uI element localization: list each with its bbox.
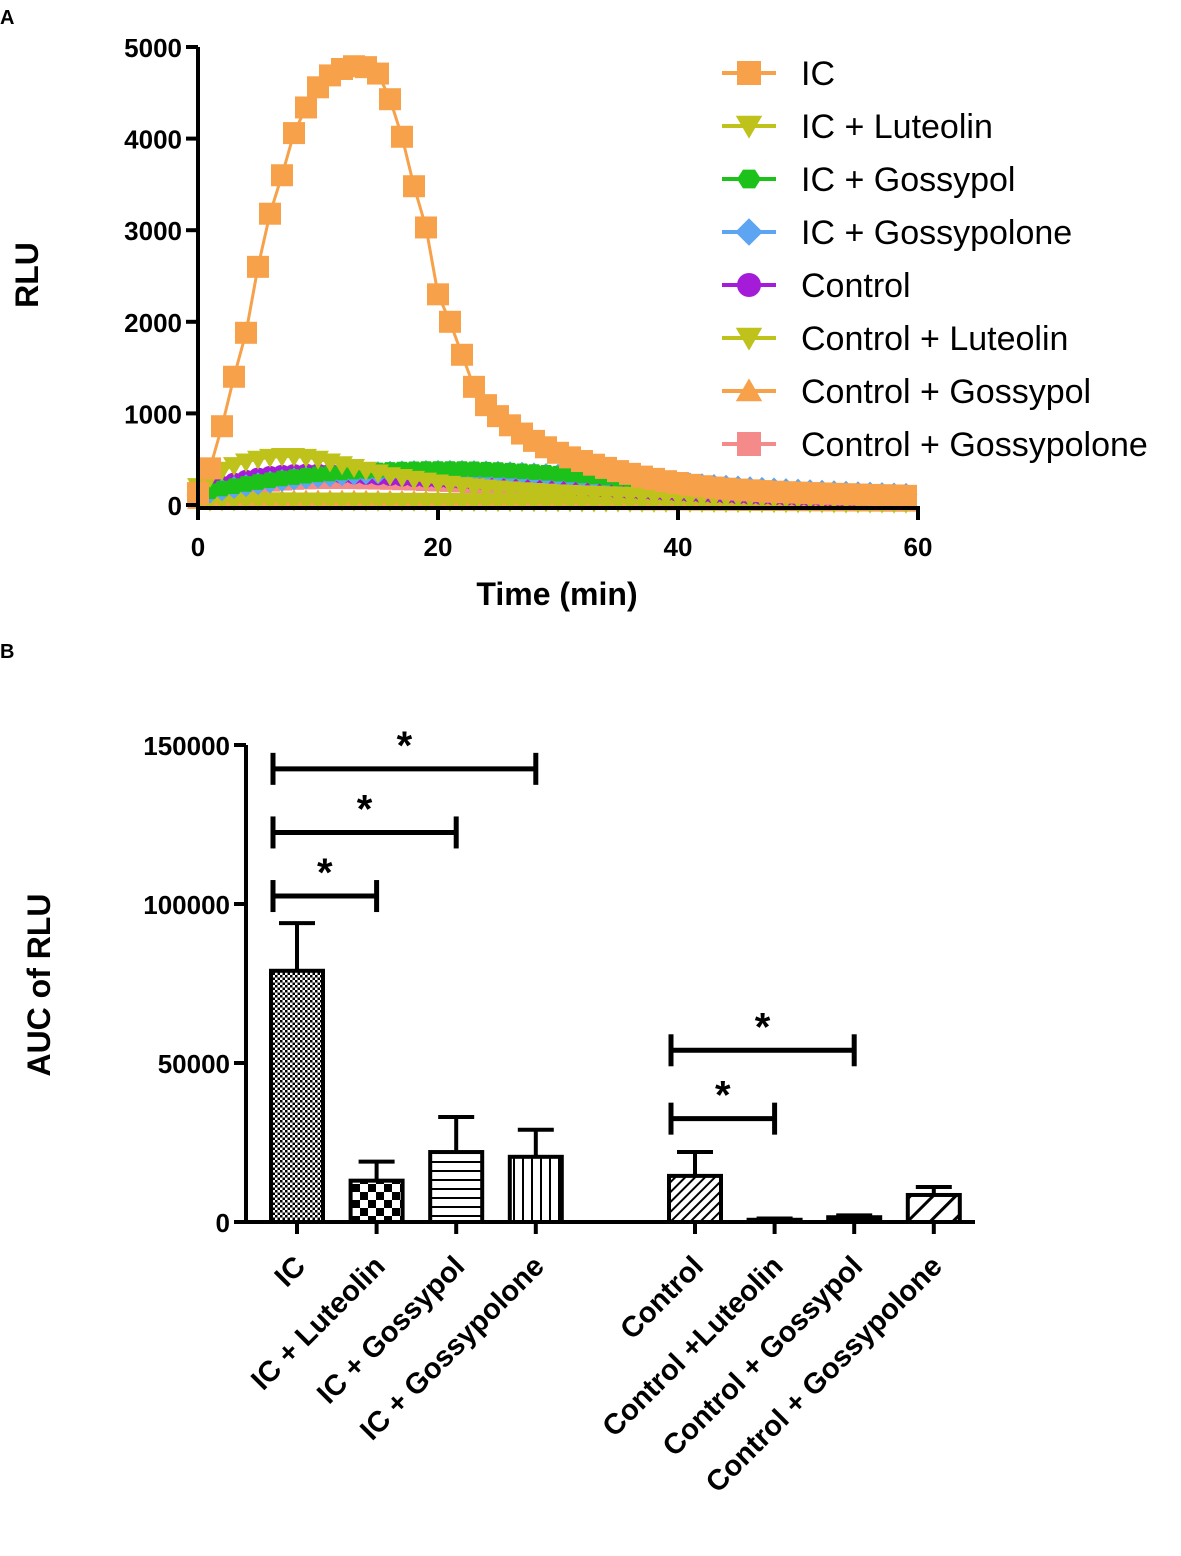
- legend-item: IC + Gossypol: [722, 161, 1015, 199]
- y-tick-label: 0: [168, 491, 182, 521]
- data-point: [463, 375, 485, 398]
- chart-b-ylabel: AUC of RLU: [21, 893, 57, 1076]
- y-tick-label: 50000: [158, 1049, 230, 1079]
- legend-item: IC + Luteolin: [722, 108, 993, 146]
- significance-star: *: [715, 1074, 731, 1118]
- legend-label: Control + Luteolin: [801, 320, 1068, 358]
- significance-star: *: [357, 787, 373, 831]
- x-tick-label: 20: [424, 532, 453, 562]
- panel-a-label: A: [0, 7, 14, 29]
- legend-marker-triangle-down-icon: [735, 115, 763, 139]
- bar: [428, 1150, 485, 1225]
- legend-marker-triangle-up-icon: [735, 378, 763, 402]
- y-tick-label: 3000: [124, 216, 182, 246]
- significance-bracket: *: [270, 724, 539, 785]
- chart-a-legend: IC IC + Luteolin IC + Gossypol IC + Gossypo…: [722, 55, 1148, 464]
- data-point: [283, 122, 305, 145]
- data-point: [247, 255, 269, 278]
- significance-star: *: [755, 1005, 771, 1049]
- data-point: [235, 321, 257, 344]
- legend-label: IC + Luteolin: [801, 108, 993, 146]
- significance-bracket: *: [270, 851, 380, 913]
- data-point: [223, 457, 245, 477]
- bar: [905, 1192, 962, 1224]
- y-tick-label: 100000: [143, 890, 230, 920]
- y-tick-label: 2000: [124, 308, 182, 338]
- legend-label: Control + Gossypol: [801, 373, 1091, 411]
- bar-group: [667, 1150, 723, 1225]
- legend-marker-triangle-down-icon: [735, 327, 763, 351]
- legend-item: Control: [722, 267, 911, 305]
- data-point: [259, 202, 281, 225]
- chart-a-xlabel: Time (min): [476, 576, 637, 612]
- legend-item: IC + Gossypolone: [722, 214, 1072, 252]
- legend-marker-circle-icon: [737, 273, 761, 297]
- legend-item: Control + Luteolin: [722, 320, 1068, 358]
- data-point: [271, 164, 293, 187]
- bar-group: [905, 1185, 962, 1224]
- data-point: [379, 88, 401, 111]
- y-tick-label: 1000: [124, 399, 182, 429]
- significance-star: *: [397, 724, 413, 768]
- legend-item: Control + Gossypolone: [722, 426, 1148, 464]
- data-point: [199, 457, 221, 480]
- category-label: IC: [269, 1250, 312, 1293]
- chart-a-axes: 0 1000 2000 3000 4000 5000 0 20 40 60: [124, 33, 932, 562]
- data-point: [415, 216, 437, 239]
- bar: [269, 968, 325, 1225]
- data-point: [403, 175, 425, 198]
- chart-a-ylabel: RLU: [9, 242, 45, 308]
- legend-marker-hexagon-icon: [737, 169, 761, 189]
- legend-marker-diamond-icon: [735, 218, 763, 246]
- bar-group: [348, 1159, 405, 1225]
- panel-b-label: B: [0, 641, 14, 663]
- legend-marker-square-icon: [737, 432, 761, 456]
- y-tick-label: 150000: [143, 731, 230, 761]
- chart-a: 0 1000 2000 3000 4000 5000 0 20 40 60 IC IC + Lute…: [9, 33, 1148, 612]
- data-point: [295, 96, 317, 119]
- bar-group: [269, 921, 325, 1225]
- significance-bracket: *: [668, 1074, 778, 1135]
- legend-item: Control + Gossypol: [722, 373, 1091, 411]
- y-tick-label: 0: [216, 1208, 230, 1238]
- data-point: [451, 343, 473, 366]
- legend-label: IC: [801, 55, 835, 93]
- y-tick-label: 4000: [124, 125, 182, 155]
- y-tick-label: 5000: [124, 33, 182, 63]
- chart-b-bars-layer: [269, 921, 962, 1225]
- bar: [348, 1178, 405, 1225]
- data-point: [367, 62, 389, 85]
- data-point: [439, 310, 461, 333]
- x-tick-label: 40: [664, 532, 693, 562]
- bar: [667, 1173, 723, 1225]
- x-tick-label: 0: [191, 532, 205, 562]
- bar: [507, 1154, 564, 1225]
- legend-label: IC + Gossypolone: [801, 214, 1072, 252]
- significance-bracket: *: [270, 787, 459, 849]
- chart-b-significance: * * * * *: [270, 724, 857, 1135]
- data-point: [427, 283, 449, 306]
- legend-label: IC + Gossypol: [801, 161, 1015, 199]
- x-tick-label: 60: [904, 532, 933, 562]
- bar-group: [507, 1127, 564, 1225]
- category-label: IC + Luteolin: [245, 1250, 391, 1396]
- data-point: [895, 484, 917, 507]
- legend-item: IC: [722, 55, 835, 93]
- data-point: [223, 365, 245, 388]
- legend-marker-square-icon: [737, 61, 761, 85]
- series-ic: [187, 55, 917, 507]
- legend-label: Control + Gossypolone: [801, 426, 1148, 464]
- significance-star: *: [317, 851, 333, 895]
- significance-bracket: *: [668, 1005, 857, 1067]
- legend-label: Control: [801, 267, 911, 305]
- data-point: [391, 125, 413, 148]
- bar-group: [428, 1115, 485, 1225]
- data-point: [211, 415, 233, 438]
